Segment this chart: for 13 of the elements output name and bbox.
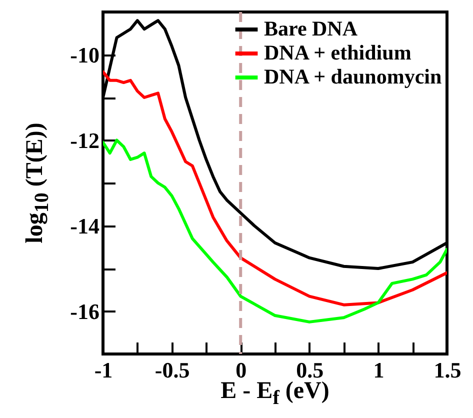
legend-label: DNA + daunomycin	[264, 64, 442, 88]
y-tick-label: -12	[70, 128, 100, 153]
y-tick-label: -16	[70, 298, 100, 324]
line-series	[103, 70, 447, 306]
x-tick-label: 1	[373, 358, 384, 382]
legend-label: DNA + ethidium	[264, 40, 412, 64]
y-tick-label: -10	[70, 42, 100, 68]
x-tick-label: 1.5	[434, 358, 462, 382]
x-tick-label: -0.5	[154, 358, 190, 382]
y-tick-label: -14	[70, 213, 100, 238]
line-series	[103, 138, 447, 324]
legend-label: Bare DNA	[264, 16, 358, 40]
x-tick-label: -1	[94, 358, 113, 382]
